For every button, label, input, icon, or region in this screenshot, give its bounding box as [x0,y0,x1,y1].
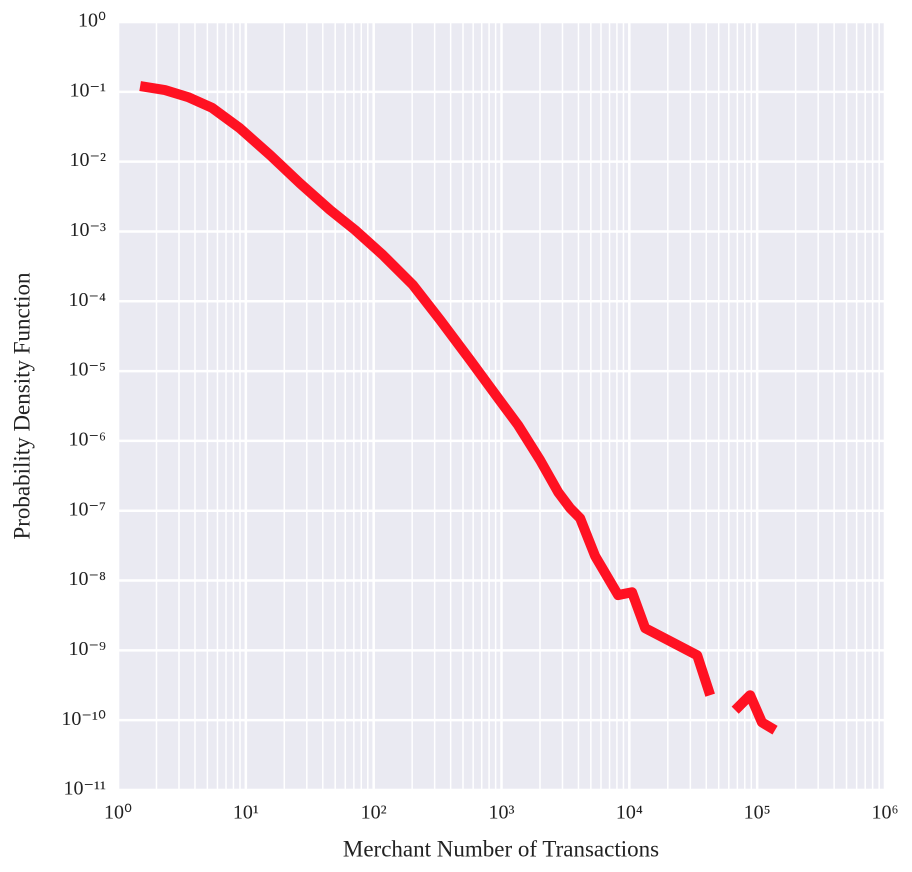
y-tick-label: 10⁻¹ [69,79,106,101]
x-tick-label: 10¹ [233,802,259,824]
x-axis-label: Merchant Number of Transactions [343,836,659,861]
y-tick-label: 10⁻⁹ [68,638,106,660]
x-tick-label: 10⁶ [872,802,899,824]
x-tick-label: 10⁵ [744,802,771,824]
data-line [139,81,778,735]
y-axis-label: Probability Density Function [9,272,34,540]
y-tick-label: 10⁻¹⁰ [61,708,106,730]
y-tick-label: 10⁻¹¹ [63,778,106,800]
x-tick-label: 10² [361,802,387,824]
y-tick-label: 10⁻⁸ [68,568,106,590]
y-tick-label: 10⁻⁴ [68,289,106,311]
y-tick-label: 10⁻³ [69,219,106,241]
x-tick-label: 10⁰ [104,802,132,824]
x-tick-label: 10⁴ [616,802,643,824]
y-tick-label: 10⁻² [69,149,106,171]
y-tick-label: 10⁰ [78,10,106,32]
x-tick-label: 10³ [489,802,515,824]
y-tick-label: 10⁻⁷ [68,498,106,520]
y-tick-label: 10⁻⁵ [68,359,106,381]
y-tick-label: 10⁻⁶ [68,429,106,451]
